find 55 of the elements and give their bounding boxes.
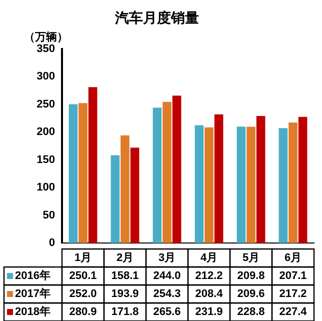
data-label: 254.3 (153, 288, 181, 300)
data-label: 208.4 (195, 288, 224, 300)
x-tick-label: 6月 (284, 252, 302, 264)
data-label: 231.9 (195, 306, 223, 318)
bar (298, 116, 308, 243)
bar (78, 103, 88, 243)
data-label: 209.8 (237, 270, 265, 282)
y-tick-label: 200 (36, 126, 55, 138)
y-tick-label: 100 (36, 182, 55, 194)
data-label: 265.6 (153, 306, 181, 318)
chart-title: 汽车月度销量 (114, 9, 199, 26)
data-label: 227.4 (279, 306, 308, 318)
y-tick-label: 250 (36, 98, 55, 110)
bar (288, 122, 298, 243)
bar (68, 104, 78, 243)
data-label: 171.8 (111, 306, 139, 318)
data-label: 280.9 (69, 306, 97, 318)
bar (214, 114, 224, 243)
data-label: 244.0 (153, 270, 181, 282)
bar (152, 108, 162, 243)
x-tick-label: 3月 (158, 252, 176, 264)
bar (256, 116, 266, 243)
data-label: 228.8 (237, 306, 265, 318)
bar (162, 102, 172, 243)
data-label: 158.1 (111, 270, 139, 282)
bar (172, 96, 182, 243)
data-label: 193.9 (111, 288, 139, 300)
x-tick-label: 2月 (116, 252, 134, 264)
bar (246, 126, 256, 243)
x-tick-label: 5月 (242, 252, 260, 264)
bar (204, 127, 214, 243)
bar (236, 126, 246, 243)
legend-label: 2018年 (15, 305, 50, 318)
y-tick-label: 0 (48, 237, 55, 250)
legend-label: 2017年 (15, 287, 50, 300)
data-label: 252.0 (69, 288, 97, 300)
legend-label: 2016年 (15, 269, 50, 282)
bar (120, 135, 130, 243)
data-label: 207.1 (279, 270, 307, 282)
bar (88, 87, 98, 243)
data-label: 217.2 (279, 288, 307, 300)
bar (110, 155, 120, 243)
data-label: 250.1 (69, 270, 97, 282)
data-label: 212.2 (195, 270, 223, 282)
y-tick-label: 50 (42, 209, 55, 222)
x-tick-label: 1月 (74, 252, 92, 264)
bar (278, 128, 288, 243)
y-tick-label: 300 (36, 70, 55, 83)
y-tick-label: 350 (36, 42, 55, 55)
bar (130, 148, 140, 243)
y-axis-title: （万辆） (24, 30, 68, 44)
data-label: 209.6 (237, 288, 265, 300)
y-tick-label: 150 (36, 154, 55, 166)
bar (194, 125, 204, 243)
x-tick-label: 4月 (200, 252, 218, 264)
